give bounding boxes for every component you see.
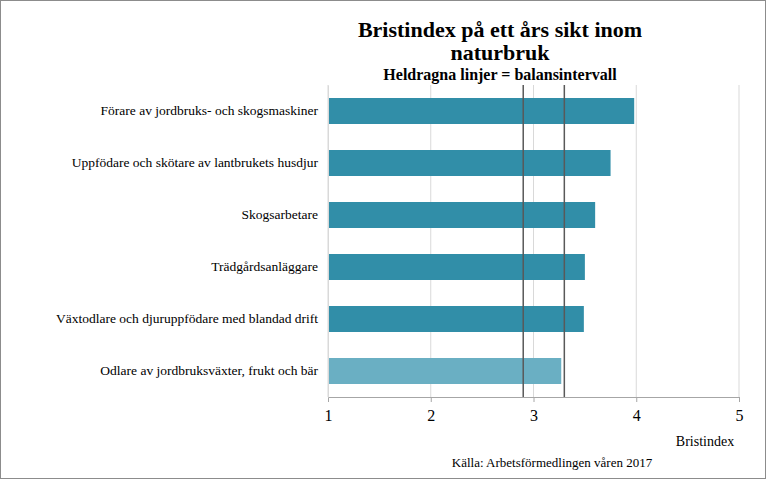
balance-line bbox=[522, 85, 524, 397]
x-tick: 3 bbox=[530, 397, 538, 424]
frame bbox=[1, 1, 766, 479]
y-tick: Trädgårdsanläggare bbox=[211, 259, 318, 274]
x-axis-title: Bristindex bbox=[676, 434, 734, 449]
bar bbox=[328, 358, 561, 384]
x-axis-line bbox=[329, 398, 740, 403]
x-tick-label: 1 bbox=[325, 407, 333, 424]
title: Bristindex på ett års sikt inomnaturbruk bbox=[358, 17, 642, 65]
bar bbox=[328, 202, 595, 228]
category-label: Trädgårdsanläggare bbox=[211, 259, 318, 274]
y-tick: Växtodlare och djuruppfödare med blandad… bbox=[56, 311, 318, 326]
bar bbox=[328, 98, 634, 124]
category-label: Uppfödare och skötare av lantbrukets hus… bbox=[72, 155, 319, 170]
x-tick-label: 2 bbox=[427, 407, 435, 424]
y-axis-line bbox=[328, 86, 329, 398]
category-label: Skogsarbetare bbox=[242, 207, 318, 222]
grid-line bbox=[430, 85, 431, 397]
x-tick-mark bbox=[739, 397, 740, 402]
x-tick-label: 5 bbox=[736, 407, 744, 424]
bar bbox=[328, 150, 611, 176]
grid-line bbox=[328, 85, 329, 397]
subtitle: Heldragna linjer = balansintervall bbox=[383, 66, 617, 84]
x-tick: 1 bbox=[325, 397, 333, 424]
x-tick-label: 3 bbox=[530, 407, 538, 424]
y-tick: Förare av jordbruks- och skogsmaskiner bbox=[101, 103, 319, 118]
x-axis: 1 2 3 4 5 bbox=[325, 397, 744, 424]
grid-line bbox=[636, 85, 637, 397]
x-tick: 2 bbox=[427, 397, 435, 424]
category-label: Förare av jordbruks- och skogsmaskiner bbox=[101, 103, 319, 118]
x-tick-mark bbox=[328, 397, 329, 402]
grid-line bbox=[739, 85, 740, 397]
bar bbox=[328, 306, 584, 332]
x-tick-mark bbox=[534, 397, 535, 402]
x-tick-label: 4 bbox=[633, 407, 641, 424]
y-tick: Uppfödare och skötare av lantbrukets hus… bbox=[72, 155, 319, 170]
x-tick: 5 bbox=[736, 397, 744, 424]
x-tick-mark bbox=[636, 397, 637, 402]
x-tick: 4 bbox=[633, 397, 641, 424]
bar bbox=[328, 254, 585, 280]
y-tick: Skogsarbetare bbox=[242, 207, 318, 222]
source: Källa: Arbetsförmedlingen våren 2017 bbox=[452, 455, 653, 470]
y-axis: Förare av jordbruks- och skogsmaskiner Up… bbox=[56, 86, 329, 398]
category-label: Växtodlare och djuruppfödare med blandad… bbox=[56, 311, 318, 326]
y-tick: Odlare av jordbruksväxter, frukt och bär bbox=[100, 363, 318, 378]
x-tick-mark bbox=[431, 397, 432, 402]
category-label: Odlare av jordbruksväxter, frukt och bär bbox=[100, 363, 318, 378]
grid-line bbox=[533, 85, 534, 397]
balance-line bbox=[564, 85, 566, 397]
plot-area bbox=[328, 85, 634, 397]
